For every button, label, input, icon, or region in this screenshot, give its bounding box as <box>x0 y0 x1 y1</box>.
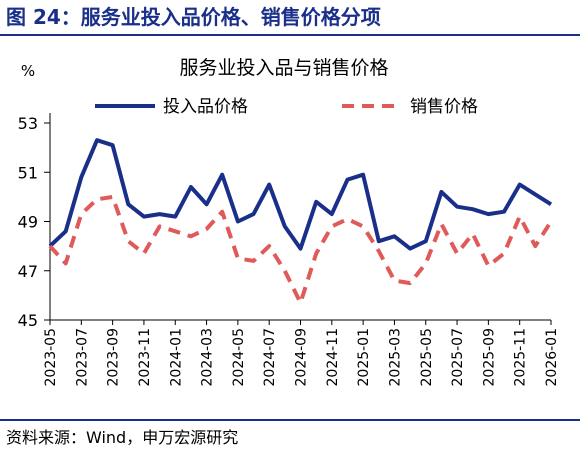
x-tick-label: 2023-05 <box>43 328 59 387</box>
legend-label: 销售价格 <box>410 97 478 117</box>
x-tick-label: 2025-01 <box>356 328 372 387</box>
series-lines <box>48 138 553 305</box>
bottom-divider <box>0 419 580 421</box>
chart-title: 服务业投入品与销售价格 <box>179 57 388 79</box>
x-tick-label: 2024-07 <box>262 328 278 387</box>
legend-label: 投入品价格 <box>163 97 248 117</box>
y-tick-label: 53 <box>18 114 38 133</box>
x-tick-label: 2023-09 <box>106 328 122 387</box>
y-tick-label: 51 <box>18 163 38 182</box>
x-tick-label: 2023-11 <box>137 328 153 387</box>
x-tick-label: 2025-03 <box>387 328 403 387</box>
series-line <box>48 138 553 251</box>
x-tick-label: 2025-09 <box>481 328 497 387</box>
series-line <box>48 194 553 305</box>
top-divider <box>0 34 580 36</box>
x-tick-label: 2025-11 <box>513 328 529 387</box>
x-tick-label: 2024-11 <box>325 328 341 387</box>
y-axis: 45 47 49 51 53 <box>18 113 51 330</box>
x-tick-label: 2024-09 <box>294 328 310 387</box>
x-tick-label: 2024-03 <box>200 328 216 387</box>
x-tick-label: 2025-07 <box>450 328 466 387</box>
figure-title: 图 24：服务业投入品价格、销售价格分项 <box>6 5 381 29</box>
x-tick-label: 2023-07 <box>74 328 90 387</box>
y-tick-label: 47 <box>18 262 38 281</box>
line-chart: % 服务业投入品与销售价格 投入品价格 销售价格 45 47 49 51 53 2023-… <box>18 57 560 387</box>
x-tick-label: 2024-05 <box>231 328 247 387</box>
source-note: 资料来源：Wind，申万宏源研究 <box>6 428 239 447</box>
y-tick-label: 49 <box>18 213 38 232</box>
y-axis-unit: % <box>21 62 35 80</box>
x-tick-label: 2024-01 <box>168 328 184 387</box>
x-axis: 2023-05 2023-07 2023-09 2023-11 2024-01 2024-… <box>43 319 560 387</box>
x-tick-label: 2025-05 <box>419 328 435 387</box>
legend: 投入品价格 销售价格 <box>95 97 478 117</box>
y-tick-label: 45 <box>18 311 38 330</box>
x-tick-label: 2026-01 <box>544 328 560 387</box>
